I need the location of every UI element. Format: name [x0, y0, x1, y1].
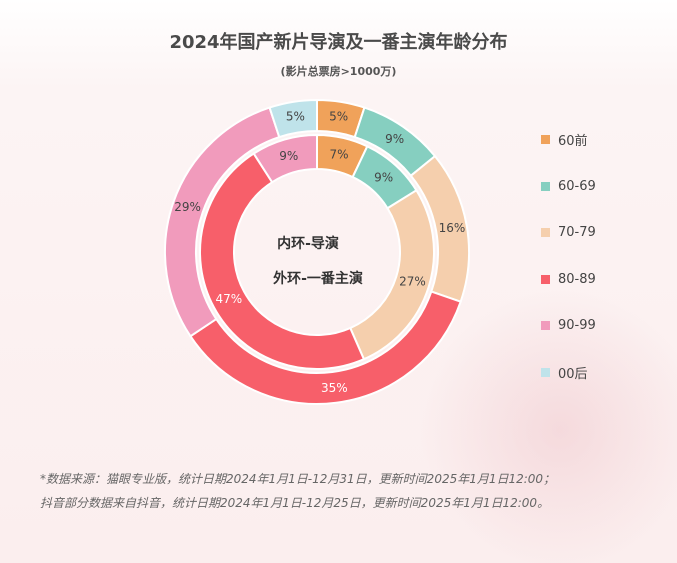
inner-ring-label-1: 9% [374, 170, 393, 184]
outer-ring-slice-5 [268, 98, 318, 139]
legend-item: 60-69 [541, 175, 661, 198]
legend-label: 90-99 [558, 318, 596, 334]
legend-swatch [541, 135, 550, 144]
legend: 60前 60-69 70-79 80-89 90-99 00后 [541, 128, 661, 408]
center-label-outer: 外环-一番主演 [273, 270, 363, 287]
legend-swatch [541, 181, 550, 191]
inner-ring-label-4: 9% [279, 149, 298, 163]
legend-swatch [541, 228, 550, 238]
outer-ring-label-1: 9% [385, 132, 404, 146]
center-label-inner: 内环-导演 [277, 235, 339, 252]
legend-label: 60前 [558, 134, 588, 149]
legend-label: 70-79 [558, 225, 596, 241]
outer-ring-label-2: 16% [439, 221, 466, 235]
outer-ring-label-3: 35% [321, 381, 348, 395]
legend-swatch [541, 321, 550, 331]
legend-swatch [541, 367, 550, 377]
inner-ring-slice-3 [198, 152, 366, 370]
outer-ring-label-5: 5% [286, 110, 305, 124]
legend-label: 80-89 [558, 271, 596, 287]
legend-item: 80-89 [541, 268, 661, 291]
footnote: *数据来源：猫眼专业版，统计日期2024年1月1日-12月31日，更新时间202… [40, 467, 660, 515]
inner-ring-label-3: 47% [216, 292, 243, 306]
chart-title: 2024年国产新片导演及一番主演年龄分布 [169, 32, 508, 53]
legend-item: 90-99 [541, 314, 661, 337]
inner-ring-label-0: 7% [330, 147, 349, 161]
legend-item: 00后 [541, 361, 661, 384]
legend-item: 60前 [541, 128, 661, 151]
inner-ring-label-2: 27% [399, 275, 426, 289]
legend-label: 00后 [558, 366, 588, 382]
outer-ring-label-4: 29% [174, 200, 201, 214]
chart-subtitle: (影片总票房>1000万) [280, 65, 397, 78]
footnote-line-2: 抖音部分数据来自抖音，统计日期2024年1月1日-12月25日，更新时间2025… [40, 496, 550, 510]
outer-ring-label-0: 5% [329, 110, 348, 124]
legend-label: 60-69 [558, 178, 596, 194]
footnote-line-1: *数据来源：猫眼专业版，统计日期2024年1月1日-12月31日，更新时间202… [40, 472, 556, 486]
legend-swatch [541, 274, 550, 284]
inner-ring-slice-4 [252, 133, 318, 184]
legend-item: 70-79 [541, 221, 661, 244]
